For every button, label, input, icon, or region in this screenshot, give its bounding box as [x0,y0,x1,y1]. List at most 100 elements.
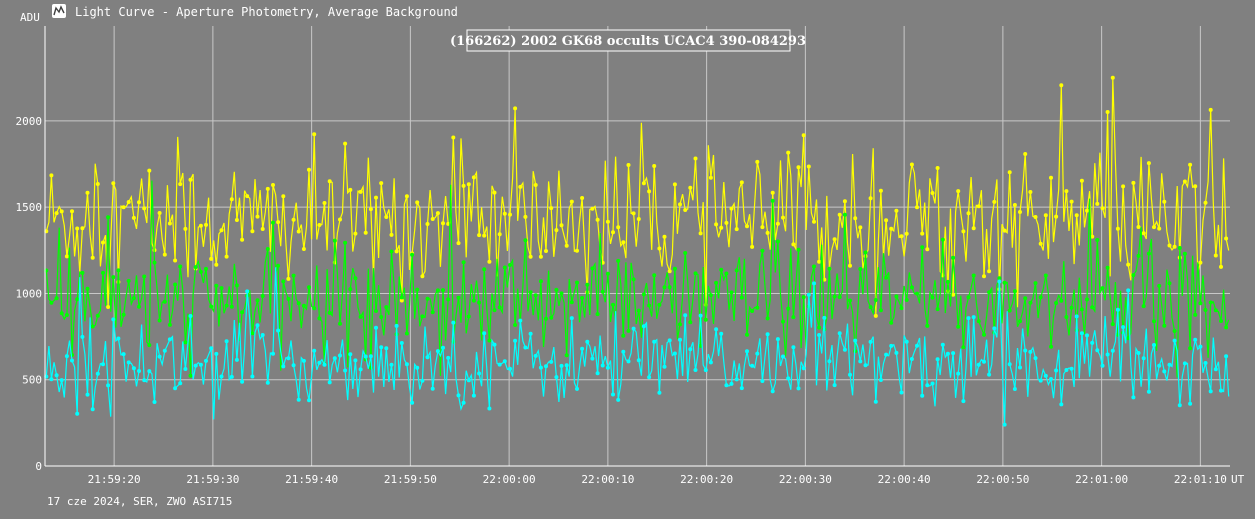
data-point [296,301,301,306]
data-point [1172,329,1177,333]
data-point [961,345,966,350]
data-point [708,175,713,180]
data-point [662,364,667,369]
data-point [605,219,610,224]
data-point [590,356,595,361]
data-point [374,195,378,200]
data-point [167,337,172,342]
data-point [209,346,214,351]
data-point [307,285,311,290]
data-point [343,141,348,146]
data-point [1079,307,1084,312]
data-point [549,315,554,320]
data-point [1136,253,1141,258]
data-point [471,393,476,398]
data-point [760,248,765,253]
data-point [739,386,744,391]
data-point [435,349,440,354]
data-point [832,383,837,388]
data-point [466,182,471,187]
x-tick-label: 22:00:30 [779,473,832,486]
data-point [708,293,713,298]
data-point [1069,305,1074,310]
data-point [131,215,136,220]
data-point [59,311,64,316]
data-point [1038,378,1043,383]
data-point [894,350,899,355]
data-point [245,289,250,294]
data-point [121,352,126,357]
data-point [1208,300,1213,305]
data-point [703,368,708,373]
data-point [868,196,873,201]
data-point [265,247,270,251]
data-point [1172,338,1177,343]
data-point [332,356,337,361]
data-point [817,259,822,264]
data-point [193,363,198,368]
data-point [312,348,317,353]
data-point [64,254,69,259]
data-point [966,211,971,216]
data-point [404,362,409,367]
data-point [198,362,203,367]
data-point [219,228,224,233]
data-point [399,295,404,300]
data-point [786,150,791,155]
data-point [719,225,724,230]
data-point [1110,348,1115,353]
data-point [1100,286,1105,291]
data-point [399,298,404,303]
data-point [1208,389,1213,394]
data-point [817,325,822,330]
data-point [296,229,301,234]
data-point [379,345,384,350]
data-point [858,359,863,364]
data-point [889,320,894,325]
data-point [1049,377,1053,381]
data-point [951,292,956,297]
series-line-1 [45,77,1230,316]
data-point [1152,343,1156,347]
y-tick-label: 500 [22,374,42,387]
data-point [1012,289,1017,294]
data-point [971,315,976,320]
data-point [621,349,626,354]
data-point [224,303,229,308]
data-point [1038,241,1043,246]
data-point [641,292,646,297]
data-point [719,267,724,272]
data-point [559,363,564,368]
data-point [611,392,615,397]
data-point [353,231,358,236]
data-point [106,305,111,309]
data-point [971,273,976,278]
data-point [801,295,806,300]
data-point [899,234,904,239]
data-point [1059,83,1064,88]
data-point [982,274,986,279]
data-point [904,231,909,236]
data-point [585,339,590,344]
data-point [796,247,801,252]
data-point [920,231,925,236]
data-point [750,363,755,368]
data-point [1126,262,1131,267]
data-point [1110,322,1115,327]
x-tick-label: 22:01:10 [1174,473,1227,486]
data-point [688,347,693,352]
data-point [188,373,193,378]
data-point [173,386,178,391]
data-point [672,351,677,356]
data-point [1136,225,1141,229]
data-point [142,274,147,279]
data-point [121,205,126,210]
data-point [281,279,286,284]
data-point [152,260,157,265]
data-point [1028,300,1033,305]
data-point [1069,199,1074,204]
data-point [513,106,518,111]
data-point [987,372,992,377]
data-point [508,366,512,371]
data-point [121,312,126,317]
